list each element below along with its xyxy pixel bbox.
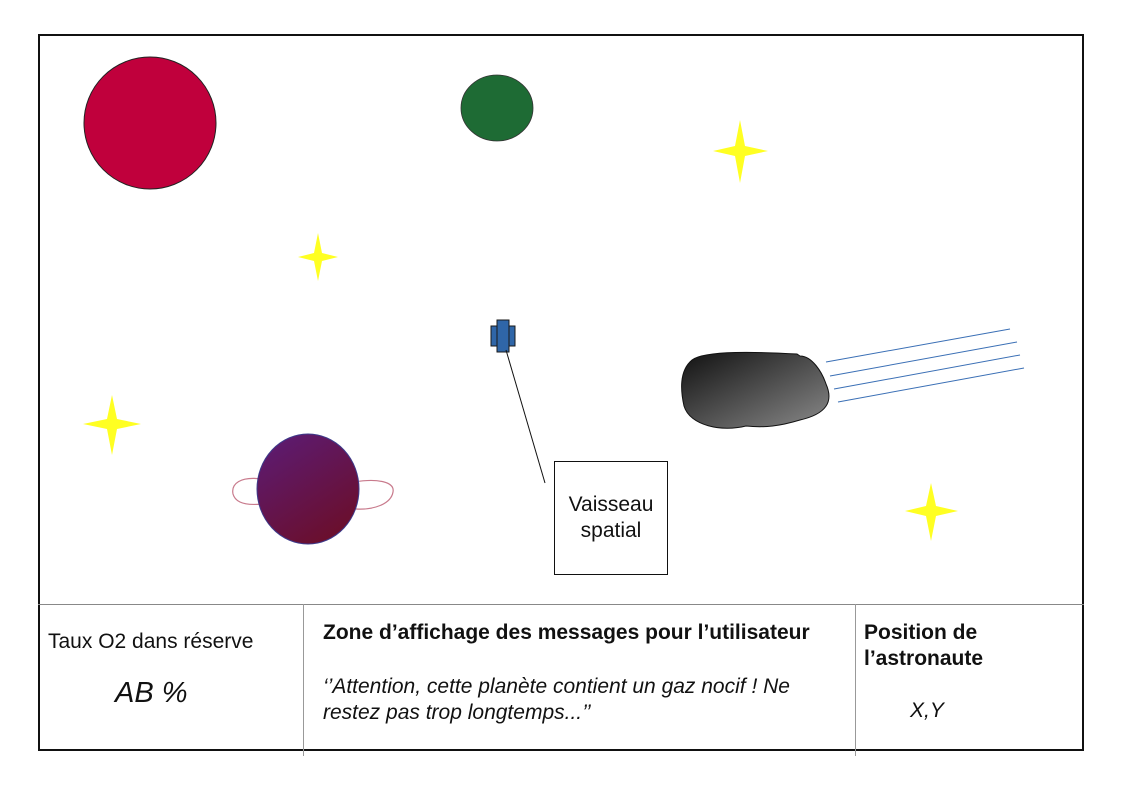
star-icon (298, 233, 338, 281)
oxygen-label: Taux O2 dans réserve (48, 630, 254, 653)
star-icon (905, 483, 958, 541)
asteroid-icon (681, 328, 1025, 429)
hud-divider (303, 604, 304, 756)
message-zone-title: Zone d’affichage des messages pour l’uti… (323, 621, 810, 644)
ship-callout-label: Vaisseau spatial (554, 461, 668, 575)
position-title: Position de l’astronaute (864, 621, 984, 670)
star-icon (83, 395, 141, 455)
spaceship-icon (490, 319, 516, 353)
callout-pointer (505, 349, 546, 484)
green-planet-icon (460, 74, 534, 142)
message-text: ‘’Attention, cette planète contient un g… (323, 675, 790, 724)
position-value: X,Y (910, 699, 944, 722)
hud-divider (855, 604, 856, 756)
red-planet-icon (83, 56, 217, 190)
star-icon (713, 120, 768, 183)
oxygen-value: AB % (115, 677, 188, 709)
hud-panel (38, 604, 1084, 751)
game-frame (38, 34, 1084, 751)
ringed-planet-icon (232, 433, 394, 545)
